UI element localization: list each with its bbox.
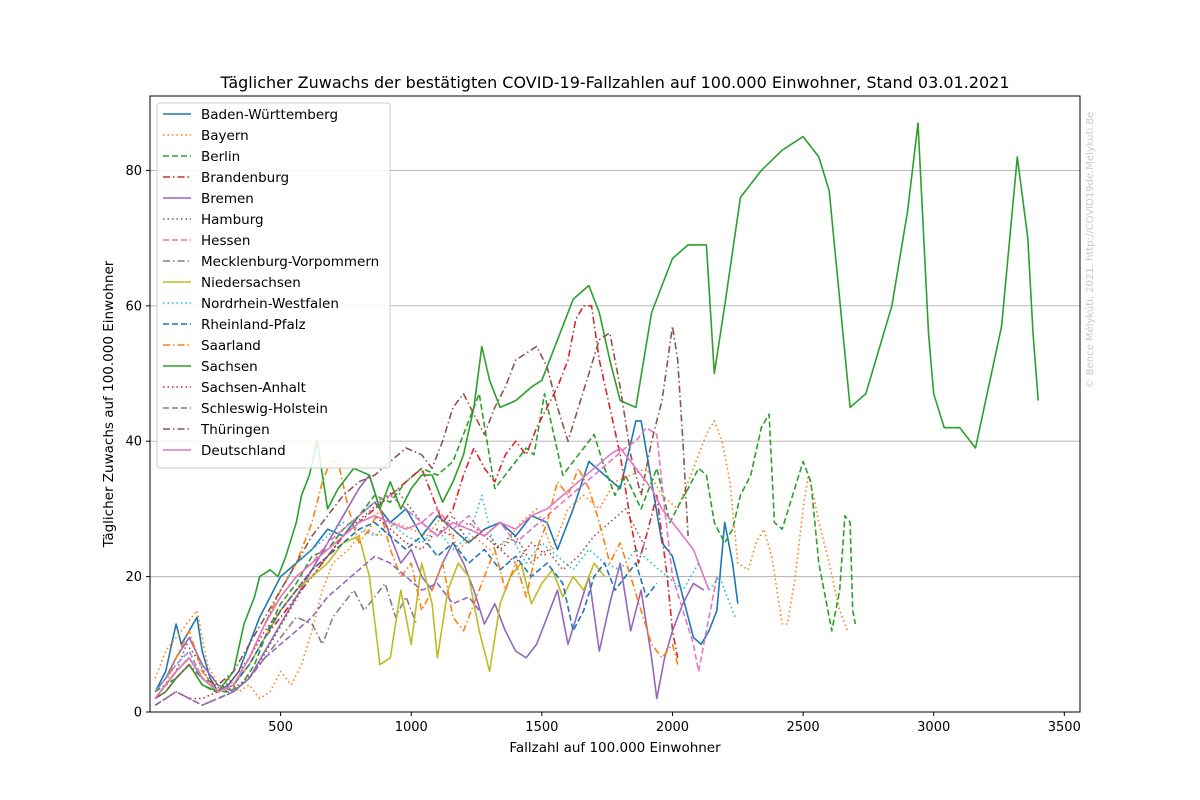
series-line-16 [154,447,710,699]
series-line-5 [154,487,648,699]
legend-label: Niedersachsen [201,275,301,291]
y-tick-label: 0 [134,706,142,721]
legend-label: Nordrhein-Westfalen [201,296,339,312]
watermark-text: © Bence Mélykúti, 2021. http://COVID19de… [1084,112,1096,389]
legend-label: Saarland [201,338,261,354]
legend-label: Baden-Württemberg [201,107,338,123]
y-tick-label: 80 [125,164,142,179]
x-tick-label: 500 [268,720,293,735]
legend-label: Sachsen [201,359,258,375]
x-tick-label: 3000 [917,720,950,735]
legend-label: Rheinland-Pfalz [201,317,306,333]
series-line-11 [154,460,679,699]
legend-label: Bayern [201,128,249,144]
plot-frame [149,95,1081,713]
series-line-14 [154,555,480,706]
series-line-10 [154,521,658,699]
y-tick-label: 60 [125,299,142,314]
legend-label: Hamburg [201,212,264,228]
legend-label: Thüringen [200,422,270,438]
y-tick-label: 20 [125,570,142,585]
series-line-2 [154,393,857,693]
axis-ticks: 500 1000 1500 2000 2500 3000 3500 0 20 40 60 80 [125,164,1080,735]
series-line-4 [154,474,705,700]
legend-label: Bremen [201,191,254,207]
legend-label: Schleswig-Holstein [201,401,328,417]
legend-label: Sachsen-Anhalt [201,380,306,396]
x-tick-label: 2000 [656,720,689,735]
legend-label: Brandenburg [201,170,289,186]
x-tick-label: 3500 [1048,720,1081,735]
x-tick-label: 1500 [525,720,558,735]
series-line-9 [154,494,736,693]
x-axis-label: Fallzahl auf 100.000 Einwohner [509,740,721,756]
legend-box [156,102,391,469]
series-line-8 [154,535,606,699]
legend-label: Deutschland [201,443,286,459]
y-axis-label: Täglicher Zuwachs auf 100.000 Einwohner [101,260,117,548]
series-line-15 [154,325,689,700]
x-tick-label: 2500 [787,720,820,735]
legend-label: Mecklenburg-Vorpommern [201,254,379,270]
y-tick-label: 40 [125,435,142,450]
chart-title: Täglicher Zuwachs der bestätigten COVID-… [219,73,1009,92]
legend-label: Hessen [201,233,250,249]
legend-label: Berlin [201,149,240,165]
plot-series [154,122,1039,706]
x-tick-label: 1000 [395,720,428,735]
legend: Baden-Württemberg Bayern Berlin Brandenburg… [156,102,391,469]
